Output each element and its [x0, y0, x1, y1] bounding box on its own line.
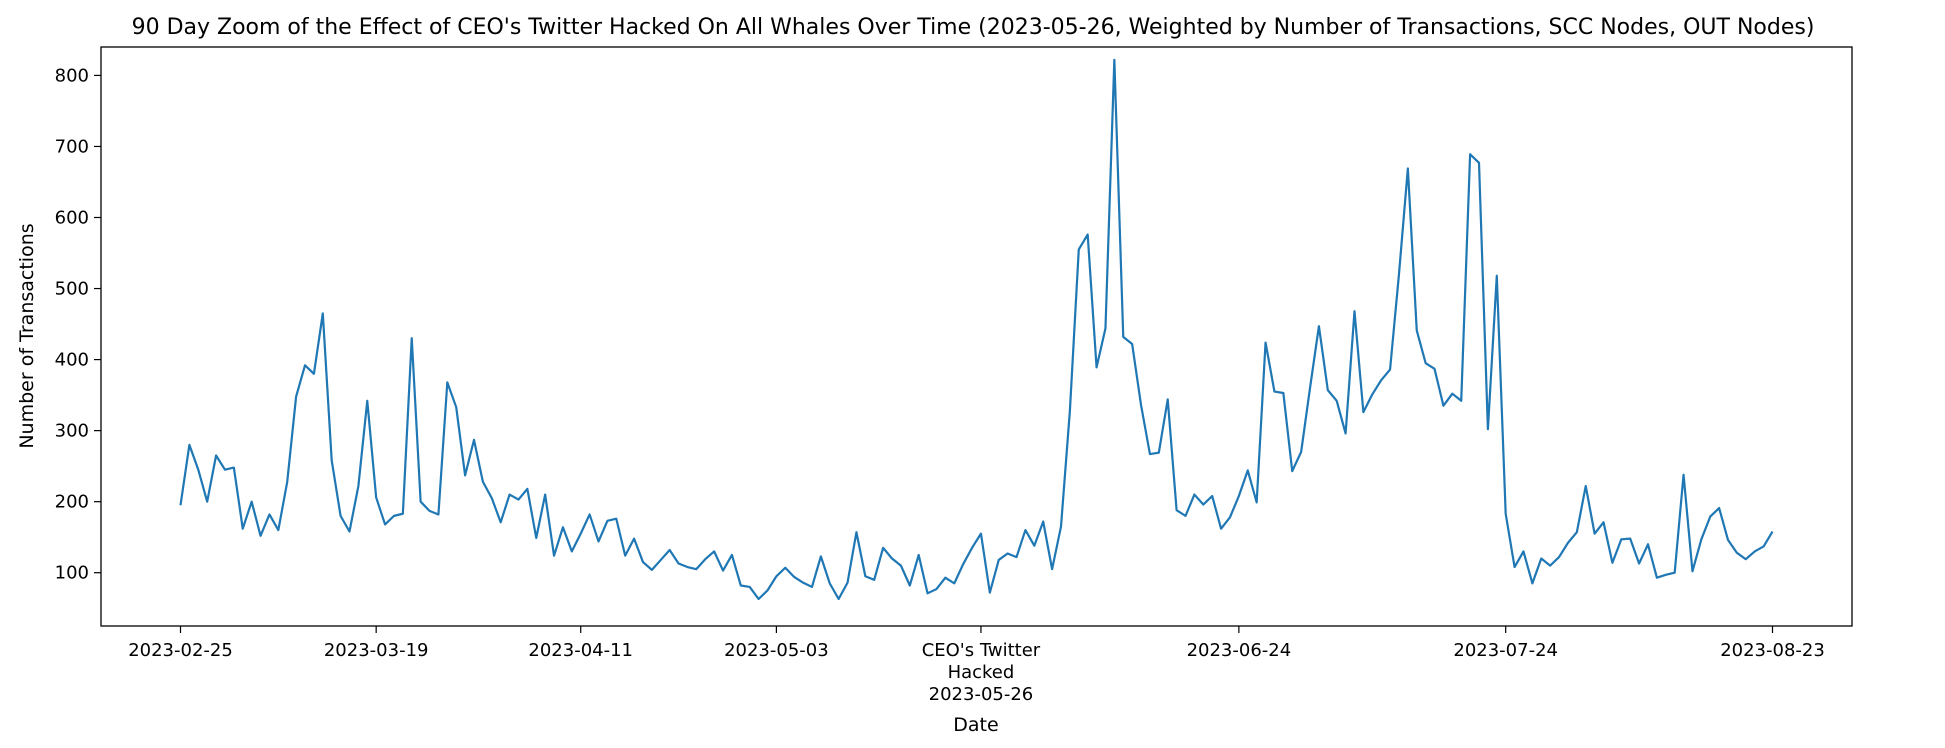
- x-tick-label: 2023-03-19: [324, 640, 429, 661]
- x-tick-label: 2023-07-24: [1453, 640, 1558, 661]
- x-axis-label: Date: [953, 714, 998, 736]
- chart-title: 90 Day Zoom of the Effect of CEO's Twitt…: [132, 15, 1815, 40]
- y-tick-label: 700: [55, 136, 89, 157]
- y-tick-label: 800: [55, 65, 89, 86]
- x-axis: 2023-02-25 2023-03-19 2023-04-11 2023-05-03…: [128, 626, 1825, 705]
- y-tick-label: 500: [55, 279, 89, 300]
- y-tick-label: 600: [55, 208, 89, 229]
- y-tick-label: 100: [55, 563, 89, 584]
- x-tick-label: 2023-08-23: [1720, 640, 1825, 661]
- x-tick-label: 2023-05-03: [724, 640, 829, 661]
- y-axis-label: Number of Transactions: [16, 223, 38, 448]
- x-tick-label: CEO's Twitter Hacked 2023-05-26: [922, 640, 1041, 705]
- y-tick-label: 300: [55, 421, 89, 442]
- plot-area: [179, 58, 1774, 601]
- y-axis: 100 200 300 400 500 600 700 800: [55, 65, 101, 584]
- x-tick-label: 2023-06-24: [1187, 640, 1292, 661]
- y-tick-label: 200: [55, 492, 89, 513]
- series-line-0: [179, 58, 1774, 601]
- y-tick-label: 400: [55, 350, 89, 371]
- x-tick-label: 2023-02-25: [128, 640, 233, 661]
- x-tick-label: 2023-04-11: [528, 640, 633, 661]
- plot-frame: [100, 46, 1853, 627]
